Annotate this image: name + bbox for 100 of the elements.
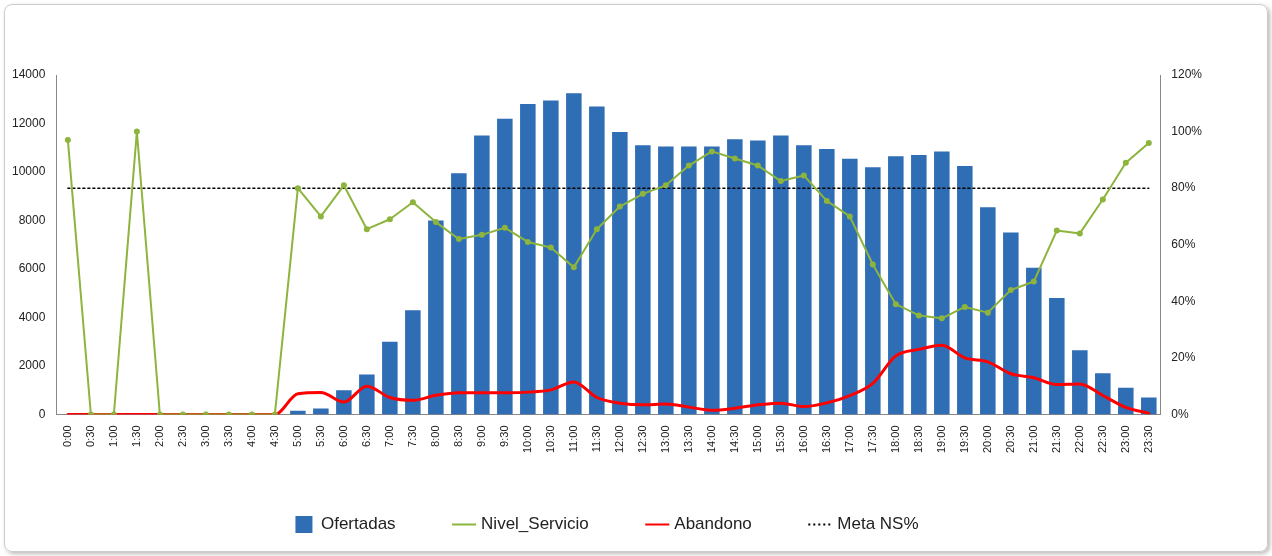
y2-tick-label: 20% xyxy=(1171,350,1196,365)
x-tick-label: 8:30 xyxy=(451,425,464,447)
bar xyxy=(635,145,651,415)
point xyxy=(570,264,577,271)
y-tick-label: 14000 xyxy=(11,67,46,82)
y2-tick-label: 80% xyxy=(1171,180,1196,195)
point xyxy=(478,231,485,238)
point xyxy=(616,203,623,210)
bar xyxy=(451,173,467,415)
point xyxy=(961,303,968,310)
point xyxy=(823,197,830,204)
bar xyxy=(911,155,927,415)
point xyxy=(340,182,347,189)
point xyxy=(938,315,945,322)
y-tick-label: 10000 xyxy=(11,164,46,179)
point xyxy=(386,216,393,223)
x-tick-label: 1:30 xyxy=(129,425,142,447)
bar xyxy=(750,140,766,415)
point xyxy=(133,128,140,135)
x-tick-label: 10:00 xyxy=(520,425,533,453)
x-tick-label: 21:30 xyxy=(1049,425,1062,453)
x-tick-label: 2:00 xyxy=(152,425,165,447)
x-tick-label: 6:30 xyxy=(359,425,372,447)
x-tick-label: 19:00 xyxy=(934,425,947,453)
point xyxy=(1030,278,1037,285)
bar xyxy=(1095,373,1111,415)
x-tick-label: 9:30 xyxy=(497,425,510,447)
y-tick-label: 2000 xyxy=(18,358,46,373)
x-tick-label: 22:30 xyxy=(1095,425,1108,453)
x-tick-label: 10:30 xyxy=(543,425,556,453)
point xyxy=(524,238,531,245)
bar xyxy=(796,145,812,415)
x-tick-label: 12:00 xyxy=(612,425,625,453)
x-tick-label: 20:30 xyxy=(1003,425,1016,453)
point xyxy=(662,182,669,189)
point xyxy=(1007,287,1014,293)
bar xyxy=(497,118,513,415)
x-tick-label: 23:30 xyxy=(1141,425,1154,453)
point xyxy=(1145,139,1152,146)
point xyxy=(501,224,508,231)
bar xyxy=(1026,267,1042,415)
x-tick-label: 6:00 xyxy=(336,425,349,447)
bar xyxy=(658,146,674,415)
x-tick-label: 2:30 xyxy=(175,425,188,447)
point xyxy=(984,309,991,316)
bar xyxy=(934,151,950,415)
point xyxy=(869,261,876,268)
point xyxy=(1099,196,1106,203)
bar xyxy=(727,139,743,415)
bar xyxy=(589,106,605,415)
point xyxy=(432,219,439,226)
y-tick-label: 8000 xyxy=(18,212,46,227)
x-tick-label: 7:00 xyxy=(382,425,395,447)
bar xyxy=(980,207,996,415)
legend-label: Nivel_Servicio xyxy=(481,514,589,534)
point xyxy=(1122,159,1129,166)
x-tick-label: 16:00 xyxy=(796,425,809,453)
point xyxy=(363,226,370,233)
bar xyxy=(612,131,628,415)
x-tick-label: 15:30 xyxy=(773,425,786,453)
x-tick-label: 20:00 xyxy=(980,425,993,453)
bar xyxy=(773,135,789,415)
point xyxy=(547,244,554,251)
x-tick-label: 22:00 xyxy=(1072,425,1085,453)
bar xyxy=(382,341,398,415)
point xyxy=(685,162,692,169)
x-tick-label: 18:00 xyxy=(888,425,901,453)
x-tick-label: 17:30 xyxy=(865,425,878,453)
bar xyxy=(842,158,858,415)
point xyxy=(1053,227,1060,234)
legend-label: Ofertadas xyxy=(320,514,396,534)
x-tick-label: 5:00 xyxy=(290,425,303,447)
bar xyxy=(681,146,697,415)
x-tick-label: 11:30 xyxy=(589,425,602,453)
x-tick-label: 3:00 xyxy=(198,425,211,447)
point xyxy=(731,155,738,162)
x-tick-label: 17:00 xyxy=(842,425,855,453)
bar xyxy=(474,135,490,415)
x-tick-label: 1:00 xyxy=(106,425,119,447)
x-tick-label: 7:30 xyxy=(405,425,418,447)
x-tick-label: 3:30 xyxy=(221,425,234,447)
point xyxy=(639,190,646,197)
y-tick-label: 6000 xyxy=(18,261,46,276)
x-tick-label: 0:30 xyxy=(83,425,96,447)
x-tick-label: 13:00 xyxy=(658,425,671,453)
point xyxy=(294,185,301,192)
bar xyxy=(543,100,559,415)
legend-label: Meta NS% xyxy=(837,514,919,534)
x-tick-label: 4:30 xyxy=(267,425,280,447)
bar xyxy=(1003,232,1019,415)
point xyxy=(1076,230,1083,237)
y-tick-label: 0 xyxy=(38,406,46,421)
x-tick-label: 15:00 xyxy=(750,425,763,453)
x-tick-label: 21:00 xyxy=(1026,425,1039,453)
bar xyxy=(819,148,835,415)
bar xyxy=(520,104,536,415)
bar xyxy=(1141,397,1157,415)
point xyxy=(754,162,761,169)
point xyxy=(593,226,600,233)
bar xyxy=(865,167,881,415)
